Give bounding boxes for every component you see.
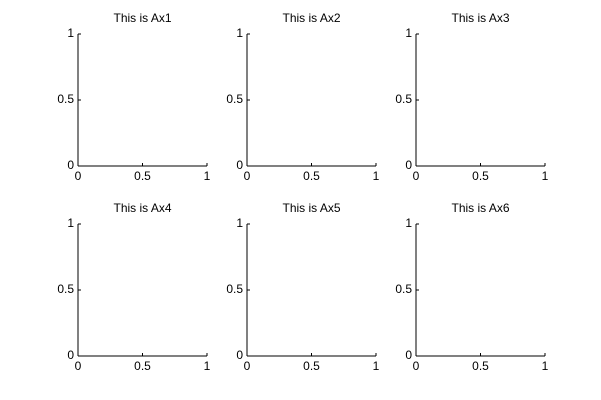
y-tick-label: 0 bbox=[236, 348, 243, 362]
axes-title: This is Ax5 bbox=[282, 201, 340, 215]
x-tick-label: 0 bbox=[75, 169, 82, 183]
x-tick-label: 0.5 bbox=[134, 169, 151, 183]
axes-title: This is Ax4 bbox=[113, 201, 171, 215]
x-tick-label: 1 bbox=[542, 169, 549, 183]
y-tick-label: 1 bbox=[236, 216, 243, 230]
x-tick-label: 0.5 bbox=[303, 359, 320, 373]
x-tick-label: 0.5 bbox=[472, 359, 489, 373]
x-tick-label: 0 bbox=[75, 359, 82, 373]
x-tick-label: 0.5 bbox=[303, 169, 320, 183]
y-tick-label: 0 bbox=[236, 158, 243, 172]
y-tick-label: 1 bbox=[67, 216, 74, 230]
y-tick-label: 0 bbox=[67, 348, 74, 362]
axes-title: This is Ax1 bbox=[113, 11, 171, 25]
y-tick-label: 0.5 bbox=[395, 282, 412, 296]
axes-title: This is Ax3 bbox=[451, 11, 509, 25]
y-tick-label: 0 bbox=[67, 158, 74, 172]
y-tick-label: 0.5 bbox=[395, 92, 412, 106]
y-tick-label: 1 bbox=[405, 26, 412, 40]
y-tick-label: 0.5 bbox=[226, 92, 243, 106]
y-tick-label: 0.5 bbox=[226, 282, 243, 296]
x-tick-label: 1 bbox=[373, 359, 380, 373]
x-tick-label: 1 bbox=[542, 359, 549, 373]
y-tick-label: 1 bbox=[405, 216, 412, 230]
y-tick-label: 0 bbox=[405, 158, 412, 172]
y-tick-label: 1 bbox=[236, 26, 243, 40]
x-tick-label: 1 bbox=[373, 169, 380, 183]
x-tick-label: 0 bbox=[413, 169, 420, 183]
x-tick-label: 0 bbox=[413, 359, 420, 373]
y-tick-label: 0 bbox=[405, 348, 412, 362]
y-tick-label: 0.5 bbox=[57, 92, 74, 106]
x-tick-label: 1 bbox=[204, 359, 211, 373]
y-tick-label: 1 bbox=[67, 26, 74, 40]
x-tick-label: 0.5 bbox=[472, 169, 489, 183]
x-tick-label: 0 bbox=[244, 359, 251, 373]
axes-title: This is Ax6 bbox=[451, 201, 509, 215]
y-tick-label: 0.5 bbox=[57, 282, 74, 296]
axes-title: This is Ax2 bbox=[282, 11, 340, 25]
x-tick-label: 0.5 bbox=[134, 359, 151, 373]
x-tick-label: 0 bbox=[244, 169, 251, 183]
x-tick-label: 1 bbox=[204, 169, 211, 183]
